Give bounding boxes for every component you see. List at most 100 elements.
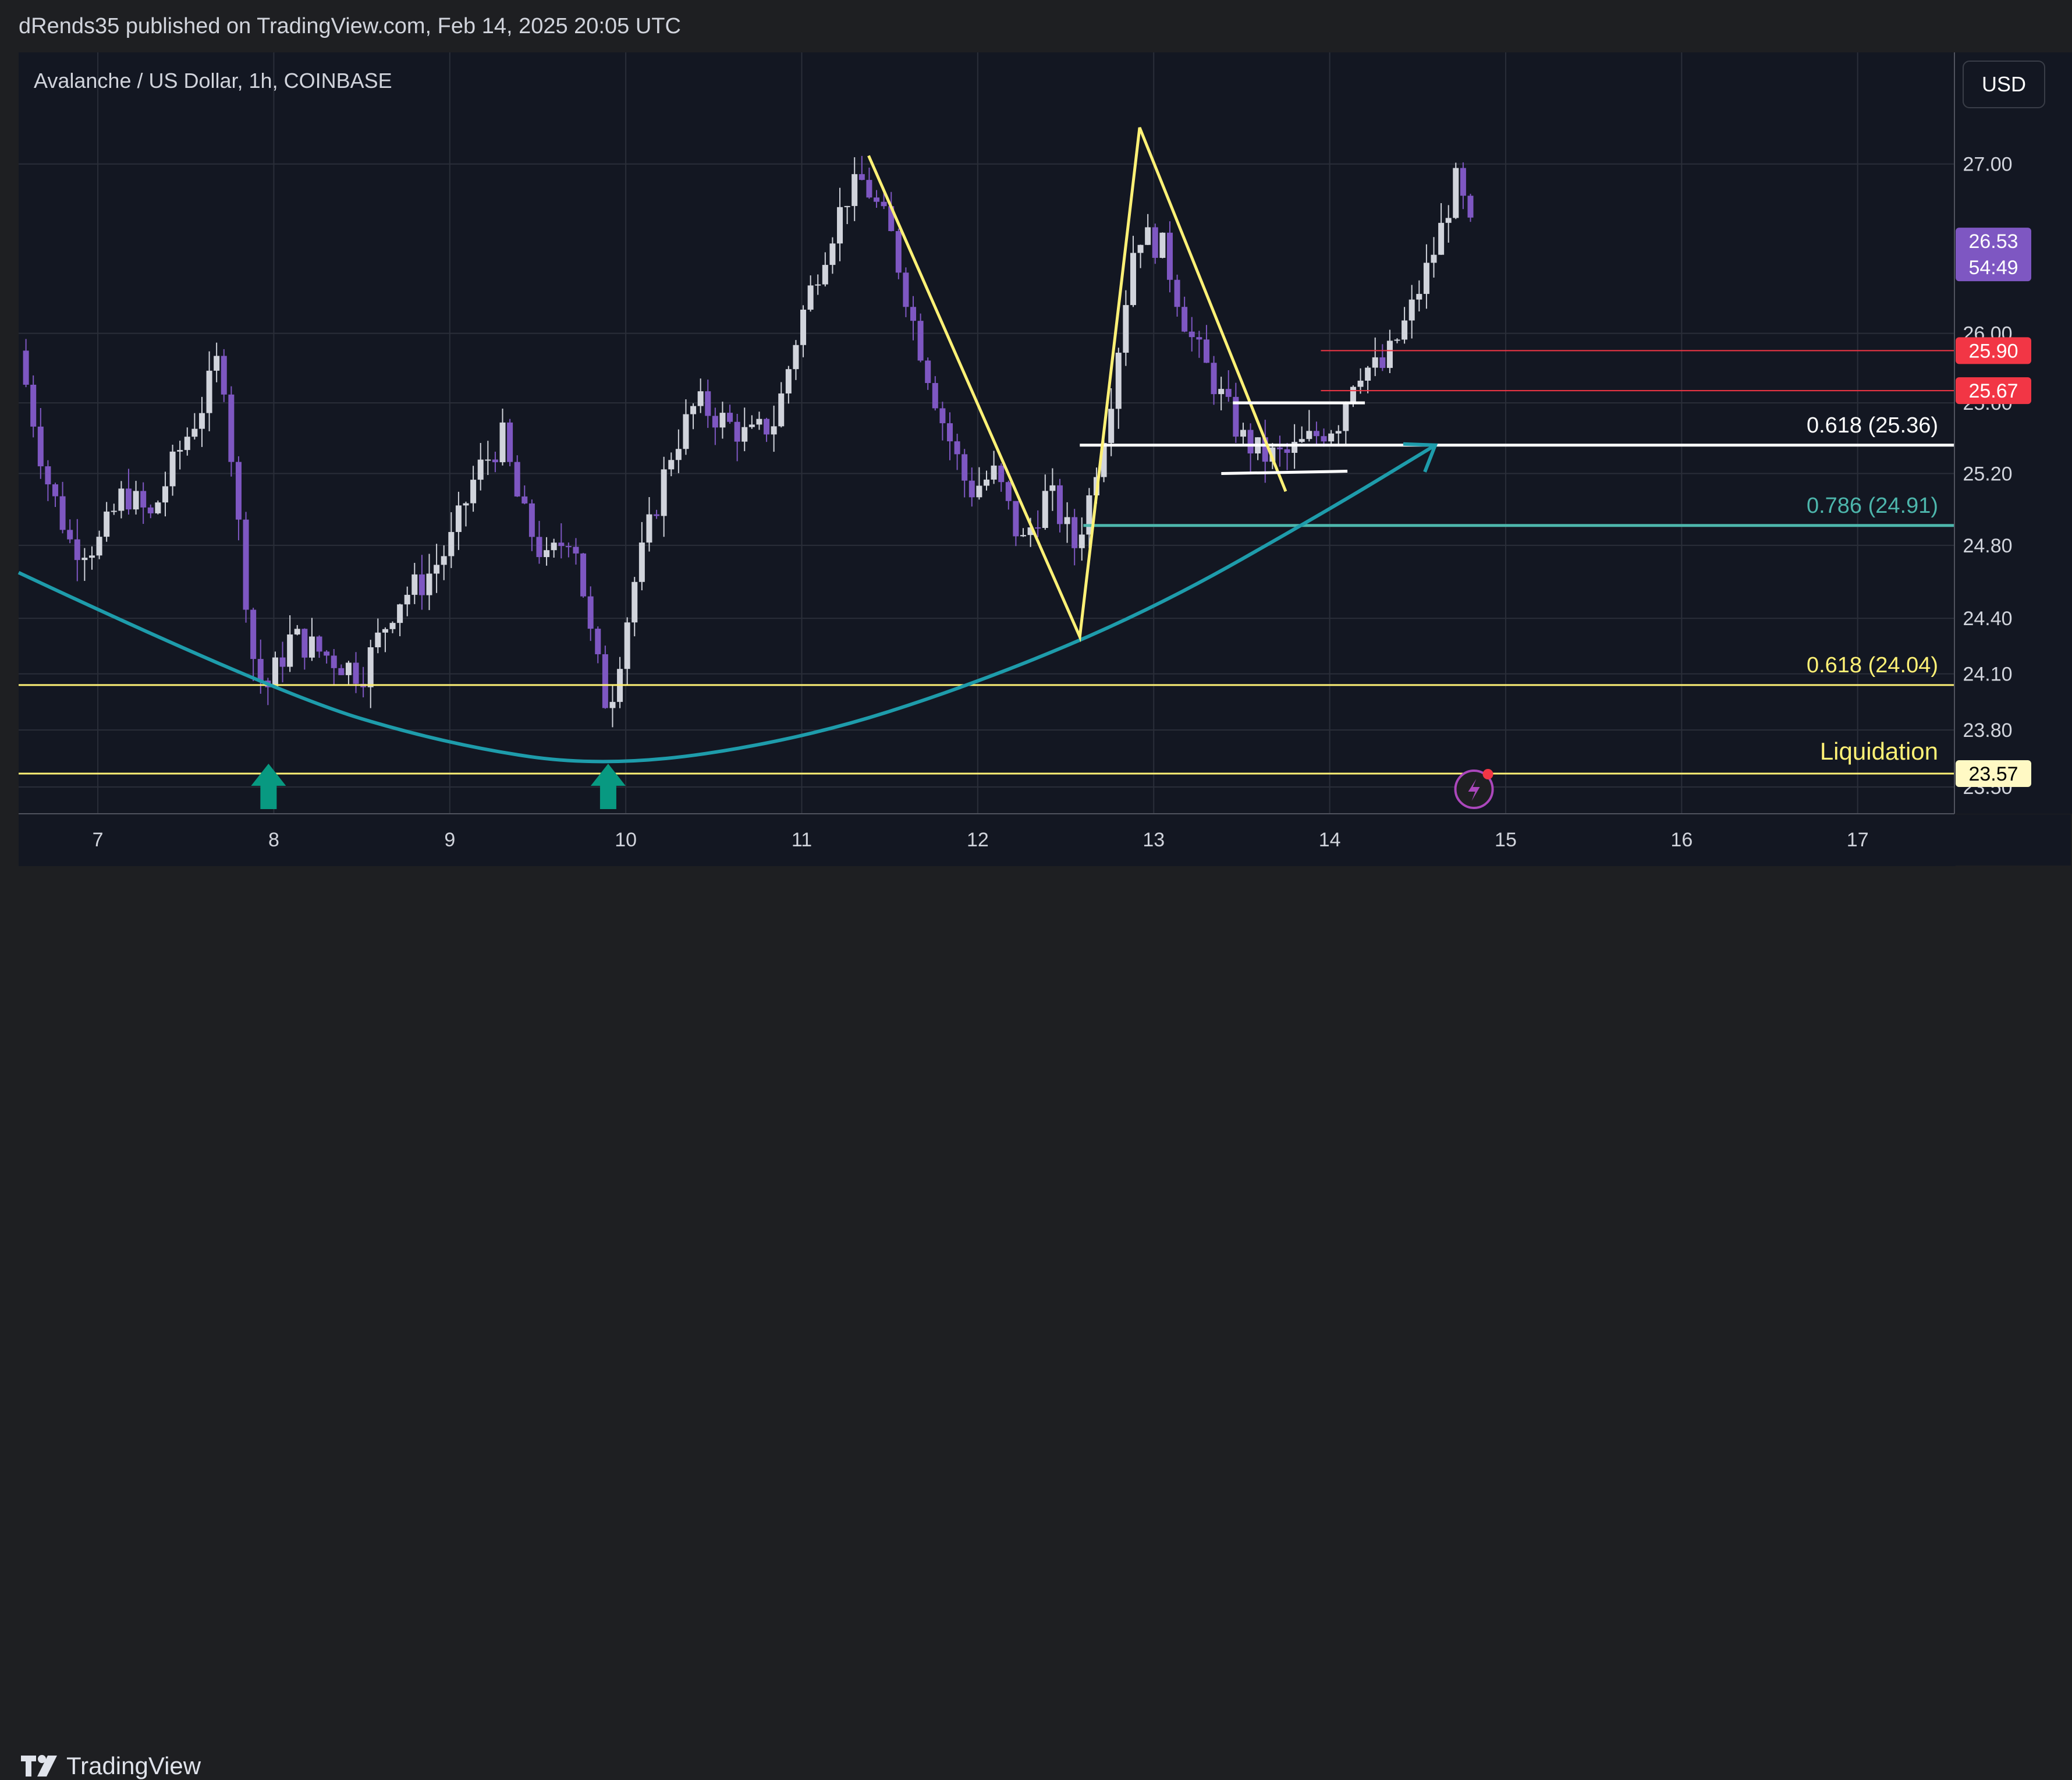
candle-body (499, 422, 506, 463)
candle-body (536, 537, 542, 558)
candle-body (397, 604, 403, 623)
candle-body (925, 360, 931, 384)
candle-body (947, 423, 953, 442)
level-label: 0.618 (25.36) (1807, 413, 1938, 438)
candle-body (1130, 253, 1136, 306)
candle-body (418, 574, 425, 595)
candle-body (1056, 485, 1063, 524)
level-label: 0.618 (24.04) (1807, 653, 1938, 678)
candle-body (903, 272, 909, 307)
candle-body (1218, 389, 1225, 395)
candle-body (697, 391, 704, 406)
candle-body (888, 206, 895, 231)
x-tick-label: 16 (1670, 829, 1693, 851)
candle-body (353, 662, 359, 684)
candle-body (279, 657, 286, 667)
candles (23, 155, 1474, 728)
candle-body (492, 459, 498, 463)
x-tick-label: 15 (1495, 829, 1517, 851)
candle-body (1247, 430, 1254, 453)
candle-body (30, 384, 37, 427)
candle-body (507, 422, 513, 462)
candle-body (624, 622, 630, 669)
price-tag (1956, 228, 2031, 282)
candle-body (544, 550, 550, 558)
candle-body (661, 469, 667, 516)
candle-body (1152, 227, 1158, 258)
candle-body (1284, 449, 1290, 453)
candle-body (521, 496, 528, 503)
candle-body (756, 419, 762, 425)
candle-body (1233, 396, 1239, 437)
candle-body (1123, 305, 1129, 353)
candle-body (1431, 254, 1437, 263)
candle-body (147, 507, 154, 513)
candle-body (294, 629, 300, 635)
candle-body (316, 636, 322, 652)
candle-body (646, 514, 652, 543)
candle-body (45, 466, 51, 485)
candle-body (785, 369, 792, 393)
currency-button[interactable]: USD (1963, 61, 2045, 108)
price-tag-label: 25.67 (1968, 380, 2018, 402)
arrow-up-icon (590, 764, 626, 809)
candle-body (1306, 431, 1312, 439)
candle-body (793, 345, 799, 370)
candle-body (104, 511, 110, 537)
candle-body (1350, 387, 1356, 404)
candle-body (1467, 196, 1474, 218)
candle-body (59, 496, 66, 530)
candle-body (1269, 447, 1276, 462)
candle-body (565, 546, 572, 548)
candle-body (683, 414, 689, 449)
candle-body (1086, 495, 1092, 535)
candle-body (976, 485, 982, 498)
candle-body (331, 655, 337, 668)
candle-body (866, 180, 872, 198)
candle-body (1402, 320, 1408, 340)
x-tick-label: 17 (1847, 829, 1869, 851)
candle-body (1108, 409, 1115, 443)
price-chart[interactable]: 0.618 (25.36) 0.786 (24.91) 0.618 (24.04) L… (0, 0, 2072, 933)
candle-body (221, 356, 227, 395)
candle-body (741, 427, 748, 442)
candle-body (998, 465, 1005, 483)
candle-body (587, 596, 594, 629)
x-tick-label: 7 (93, 829, 104, 851)
candle-body (654, 514, 660, 516)
ticker-label[interactable]: Avalanche / US Dollar, 1h, COINBASE (34, 69, 392, 93)
candle-body (118, 488, 125, 511)
candle-body (1416, 293, 1422, 300)
price-axis-bg (1955, 52, 2072, 814)
candle-body (1335, 431, 1342, 434)
candle-body (851, 174, 858, 206)
candle-body (1438, 222, 1445, 255)
candle-body (1394, 339, 1400, 341)
axes: 789101112131415161727.0026.0025.6025.202… (19, 52, 2072, 866)
candle-body (1101, 442, 1107, 477)
candle-body (1460, 168, 1466, 196)
candle-body (551, 542, 557, 551)
zigzag-pattern (867, 127, 1287, 643)
candle-body (257, 659, 264, 681)
tradingview-logo[interactable]: TradingView (20, 1752, 201, 1780)
candle-body (1203, 339, 1209, 363)
candle-body (206, 370, 212, 413)
candle-body (609, 701, 616, 708)
candle-body (968, 480, 975, 498)
notification-dot (1482, 769, 1493, 779)
candle-body (441, 556, 447, 565)
candle-body (411, 574, 418, 595)
candle-body (1072, 517, 1078, 548)
x-tick-label: 10 (615, 829, 637, 851)
candle-body (807, 285, 814, 310)
candle-body (1453, 168, 1459, 218)
time-axis-bg (19, 814, 2071, 866)
candle-body (191, 428, 198, 437)
candle-body (1078, 534, 1085, 548)
candle-body (375, 632, 381, 647)
candle-body (198, 413, 205, 429)
price-tag (1956, 337, 2031, 364)
candle-body (1379, 357, 1386, 368)
candle-body (829, 243, 836, 265)
